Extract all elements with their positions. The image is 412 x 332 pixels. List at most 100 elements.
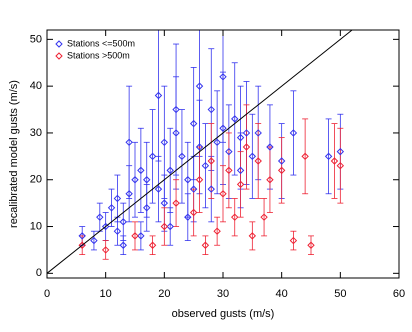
- error-bar: [290, 90, 297, 176]
- point: [277, 157, 286, 165]
- error-bar: [325, 118, 332, 195]
- point: [131, 232, 139, 240]
- x-tick-label: 50: [334, 288, 346, 300]
- point: [143, 176, 151, 184]
- error-bar: [143, 141, 150, 218]
- error-bar: [202, 123, 209, 209]
- error-bar: [220, 165, 226, 223]
- point: [172, 105, 180, 114]
- error-bar: [208, 123, 215, 199]
- legend-label: Stations >500m: [67, 50, 130, 60]
- error-bar: [126, 85, 133, 199]
- point: [231, 213, 239, 221]
- x-tick-label: 10: [100, 288, 112, 300]
- point: [260, 213, 268, 221]
- y-tick-label: 0: [36, 267, 42, 279]
- point: [301, 152, 309, 161]
- point: [154, 91, 163, 100]
- point: [289, 236, 298, 245]
- error-bar: [120, 202, 127, 241]
- error-bar: [196, 29, 203, 157]
- legend-marker: [55, 40, 63, 48]
- error-bar: [161, 207, 168, 246]
- point: [236, 133, 245, 142]
- error-bar: [308, 235, 314, 256]
- point: [266, 176, 274, 184]
- y-tick-label: 40: [30, 80, 42, 92]
- error-bar: [231, 198, 238, 237]
- point: [231, 115, 239, 123]
- point: [225, 147, 233, 156]
- error-bar: [155, 155, 162, 223]
- error-bar: [337, 127, 344, 204]
- point: [219, 73, 227, 81]
- point: [148, 152, 157, 161]
- point: [172, 129, 180, 137]
- error-bar: [202, 235, 209, 256]
- point: [154, 185, 163, 193]
- point: [254, 157, 262, 165]
- point: [125, 190, 133, 198]
- point: [307, 241, 315, 249]
- error-bar: [102, 240, 109, 260]
- error-bar: [302, 118, 309, 195]
- error-bar: [184, 193, 191, 241]
- legend-marker: [55, 52, 63, 60]
- x-tick-label: 30: [217, 288, 229, 300]
- point: [189, 185, 198, 193]
- point: [184, 176, 192, 184]
- error-bar: [249, 113, 256, 199]
- point: [236, 166, 245, 175]
- point: [195, 176, 204, 184]
- point: [166, 222, 174, 231]
- error-bar: [190, 188, 197, 237]
- point: [207, 185, 215, 193]
- y-tick-label: 50: [30, 33, 42, 45]
- point: [219, 124, 227, 132]
- point: [131, 176, 139, 184]
- point: [184, 213, 192, 221]
- error-bar: [149, 235, 156, 256]
- point: [242, 129, 251, 137]
- point: [189, 119, 198, 128]
- point: [277, 166, 286, 175]
- point: [160, 199, 169, 207]
- point: [219, 190, 227, 198]
- error-bar: [214, 90, 221, 195]
- point: [248, 152, 257, 161]
- y-tick-label: 10: [30, 220, 42, 232]
- error-bar: [108, 188, 115, 227]
- error-bar: [290, 230, 297, 251]
- point: [266, 143, 274, 151]
- error-bar: [167, 207, 174, 246]
- point: [242, 143, 251, 151]
- error-bar: [167, 127, 174, 213]
- point: [113, 194, 122, 203]
- point: [143, 204, 151, 212]
- y-tick-label: 30: [30, 127, 42, 139]
- point: [160, 222, 169, 231]
- identity-line: [46, 29, 353, 274]
- error-bar: [225, 132, 232, 209]
- legend-label: Stations <=500m: [67, 38, 135, 48]
- point: [254, 129, 262, 137]
- point: [137, 232, 145, 240]
- point: [148, 241, 157, 249]
- error-bar: [278, 137, 285, 204]
- point: [125, 138, 133, 147]
- point: [289, 129, 298, 137]
- error-bar: [90, 230, 97, 251]
- error-bar: [149, 109, 156, 204]
- error-bar: [155, 29, 162, 162]
- point: [172, 199, 180, 207]
- error-bar: [214, 216, 221, 246]
- x-tick-label: 20: [158, 288, 170, 300]
- point: [166, 166, 174, 175]
- error-bar: [120, 235, 127, 256]
- error-bar: [173, 43, 180, 176]
- point: [201, 161, 210, 170]
- point: [189, 208, 198, 217]
- error-bar: [237, 151, 244, 218]
- x-tick-label: 0: [44, 288, 50, 300]
